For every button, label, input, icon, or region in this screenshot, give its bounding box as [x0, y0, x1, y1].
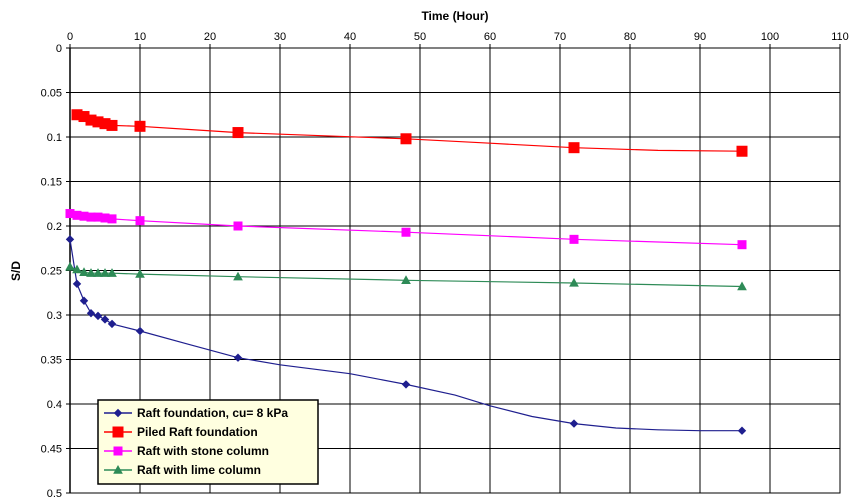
y-tick-label: 0.35: [41, 355, 62, 367]
y-tick-label: 0.5: [47, 488, 62, 500]
series-2: [65, 209, 747, 250]
data-point: [569, 277, 579, 287]
x-tick-label: 50: [414, 31, 426, 43]
x-tick-label: 30: [274, 31, 286, 43]
data-point: [100, 268, 110, 277]
data-point: [134, 120, 146, 132]
series-0: [65, 235, 747, 435]
data-point: [232, 127, 244, 139]
y-tick-label: 0.45: [41, 444, 62, 456]
y-tick-label: 0.1: [47, 132, 62, 144]
data-point: [569, 419, 579, 428]
data-point: [736, 145, 748, 157]
data-point: [737, 240, 747, 250]
legend-label: Raft with stone column: [137, 444, 269, 458]
data-point: [86, 268, 96, 277]
y-tick-label: 0.15: [41, 177, 62, 189]
grid: [66, 44, 841, 494]
legend-label: Piled Raft foundation: [137, 425, 258, 439]
data-point: [737, 281, 747, 291]
legend-marker: [113, 446, 123, 456]
data-point: [93, 311, 103, 321]
data-point: [79, 267, 89, 276]
data-point: [107, 214, 117, 224]
x-tick-label: 90: [694, 31, 706, 43]
x-tick-label: 20: [204, 31, 216, 43]
y-tick-label: 0.3: [47, 310, 62, 322]
x-tick-label: 0: [67, 31, 73, 43]
legend: Raft foundation, cu= 8 kPa Piled Raft fou…: [97, 399, 319, 485]
y-tick-label: 0.25: [41, 266, 62, 278]
legend-label: Raft with lime column: [137, 463, 261, 477]
data-point: [401, 227, 411, 237]
x-tick-label: 80: [624, 31, 636, 43]
data-point: [65, 261, 75, 271]
data-point: [401, 380, 411, 389]
legend-label: Raft foundation, cu= 8 kPa: [137, 406, 288, 420]
data-point: [93, 268, 103, 277]
data-point: [135, 216, 145, 226]
data-point: [569, 234, 579, 244]
x-tick-label: 110: [831, 31, 849, 43]
series-3: [65, 261, 747, 291]
data-point: [135, 326, 145, 336]
x-tick-label: 40: [344, 31, 356, 43]
data-point: [737, 426, 747, 435]
data-point: [233, 353, 243, 362]
series-1: [71, 109, 748, 157]
data-point: [72, 279, 82, 289]
data-point: [106, 119, 118, 131]
y-tick-label: 0.2: [47, 221, 62, 233]
data-point: [79, 296, 89, 305]
data-point: [400, 133, 412, 145]
data-point: [86, 309, 96, 318]
data-point: [233, 221, 243, 231]
y-tick-label: 0.05: [41, 88, 62, 100]
x-tick-label: 100: [761, 31, 779, 43]
tick-labels: 0 10 20 30 40 50 60 70 80 90 100 110 0 0.05 0.1 0.15 0.2…: [41, 31, 849, 500]
legend-box: [97, 399, 319, 485]
data-point: [401, 275, 411, 284]
data-point: [100, 315, 110, 324]
data-point: [107, 319, 117, 329]
legend-marker: [113, 408, 123, 418]
data-point: [72, 264, 82, 274]
x-tick-label: 10: [134, 31, 146, 43]
data-point: [568, 142, 580, 154]
series-group: [65, 109, 748, 435]
legend-marker: [112, 426, 124, 438]
data-point: [233, 271, 243, 281]
x-tick-label: 70: [554, 31, 566, 43]
y-tick-label: 0.4: [47, 399, 62, 411]
y-axis-title: S/D: [9, 261, 23, 281]
x-axis-title: Time (Hour): [421, 9, 488, 23]
data-point: [135, 269, 145, 278]
x-tick-label: 60: [484, 31, 496, 43]
y-tick-label: 0: [56, 43, 62, 55]
legend-marker: [113, 464, 123, 474]
data-point: [65, 235, 75, 244]
data-point: [107, 268, 117, 277]
